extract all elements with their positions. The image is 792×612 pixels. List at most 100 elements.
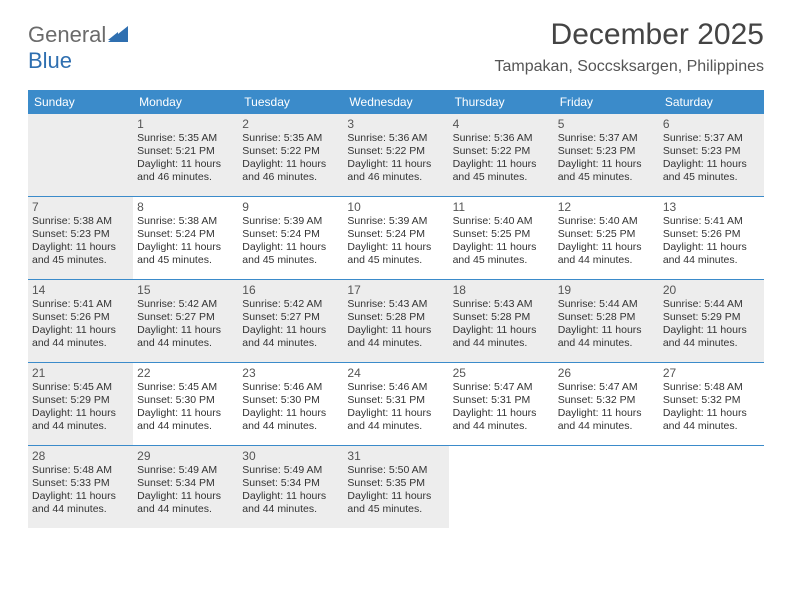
daylight1-text: Daylight: 11 hours bbox=[347, 241, 444, 254]
day-info: Sunrise: 5:39 AMSunset: 5:24 PMDaylight:… bbox=[347, 215, 444, 268]
sunrise-text: Sunrise: 5:38 AM bbox=[32, 215, 129, 228]
daylight1-text: Daylight: 11 hours bbox=[453, 241, 550, 254]
sunset-text: Sunset: 5:22 PM bbox=[242, 145, 339, 158]
daylight1-text: Daylight: 11 hours bbox=[347, 324, 444, 337]
day-number: 7 bbox=[32, 200, 129, 214]
day-number: 2 bbox=[242, 117, 339, 131]
day-info: Sunrise: 5:41 AMSunset: 5:26 PMDaylight:… bbox=[32, 298, 129, 351]
day-info: Sunrise: 5:39 AMSunset: 5:24 PMDaylight:… bbox=[242, 215, 339, 268]
title-block: December 2025 Tampakan, Soccsksargen, Ph… bbox=[495, 18, 764, 76]
daylight1-text: Daylight: 11 hours bbox=[242, 490, 339, 503]
day-cell: 21Sunrise: 5:45 AMSunset: 5:29 PMDayligh… bbox=[28, 363, 133, 445]
sunset-text: Sunset: 5:23 PM bbox=[663, 145, 760, 158]
daylight2-text: and 45 minutes. bbox=[242, 254, 339, 267]
day-number: 28 bbox=[32, 449, 129, 463]
sunrise-text: Sunrise: 5:41 AM bbox=[32, 298, 129, 311]
day-number: 16 bbox=[242, 283, 339, 297]
sunset-text: Sunset: 5:23 PM bbox=[32, 228, 129, 241]
day-cell bbox=[28, 114, 133, 196]
sunset-text: Sunset: 5:32 PM bbox=[663, 394, 760, 407]
day-number: 15 bbox=[137, 283, 234, 297]
sunset-text: Sunset: 5:24 PM bbox=[347, 228, 444, 241]
sunrise-text: Sunrise: 5:42 AM bbox=[137, 298, 234, 311]
daylight2-text: and 46 minutes. bbox=[137, 171, 234, 184]
day-number: 5 bbox=[558, 117, 655, 131]
daylight1-text: Daylight: 11 hours bbox=[663, 241, 760, 254]
daylight2-text: and 44 minutes. bbox=[347, 420, 444, 433]
day-header-saturday: Saturday bbox=[659, 90, 764, 114]
calendar-grid: Sunday Monday Tuesday Wednesday Thursday… bbox=[28, 90, 764, 528]
sunset-text: Sunset: 5:25 PM bbox=[558, 228, 655, 241]
daylight1-text: Daylight: 11 hours bbox=[137, 490, 234, 503]
day-info: Sunrise: 5:45 AMSunset: 5:30 PMDaylight:… bbox=[137, 381, 234, 434]
sunset-text: Sunset: 5:26 PM bbox=[663, 228, 760, 241]
sunrise-text: Sunrise: 5:45 AM bbox=[137, 381, 234, 394]
sunrise-text: Sunrise: 5:35 AM bbox=[137, 132, 234, 145]
sunrise-text: Sunrise: 5:45 AM bbox=[32, 381, 129, 394]
day-cell: 17Sunrise: 5:43 AMSunset: 5:28 PMDayligh… bbox=[343, 280, 448, 362]
logo-text: General Blue bbox=[28, 22, 128, 74]
daylight2-text: and 44 minutes. bbox=[558, 337, 655, 350]
day-info: Sunrise: 5:47 AMSunset: 5:31 PMDaylight:… bbox=[453, 381, 550, 434]
day-info: Sunrise: 5:50 AMSunset: 5:35 PMDaylight:… bbox=[347, 464, 444, 517]
daylight1-text: Daylight: 11 hours bbox=[663, 407, 760, 420]
sunset-text: Sunset: 5:33 PM bbox=[32, 477, 129, 490]
day-number: 21 bbox=[32, 366, 129, 380]
daylight1-text: Daylight: 11 hours bbox=[137, 324, 234, 337]
day-number: 19 bbox=[558, 283, 655, 297]
sunrise-text: Sunrise: 5:48 AM bbox=[663, 381, 760, 394]
day-number: 12 bbox=[558, 200, 655, 214]
daylight2-text: and 45 minutes. bbox=[32, 254, 129, 267]
day-number: 17 bbox=[347, 283, 444, 297]
daylight1-text: Daylight: 11 hours bbox=[32, 324, 129, 337]
sunrise-text: Sunrise: 5:36 AM bbox=[347, 132, 444, 145]
day-info: Sunrise: 5:38 AMSunset: 5:23 PMDaylight:… bbox=[32, 215, 129, 268]
daylight2-text: and 44 minutes. bbox=[663, 254, 760, 267]
day-cell: 22Sunrise: 5:45 AMSunset: 5:30 PMDayligh… bbox=[133, 363, 238, 445]
sunset-text: Sunset: 5:24 PM bbox=[242, 228, 339, 241]
month-title: December 2025 bbox=[495, 18, 764, 52]
calendar-page: General Blue December 2025 Tampakan, Soc… bbox=[0, 0, 792, 538]
day-number: 30 bbox=[242, 449, 339, 463]
day-number: 24 bbox=[347, 366, 444, 380]
day-cell: 31Sunrise: 5:50 AMSunset: 5:35 PMDayligh… bbox=[343, 446, 448, 528]
sunset-text: Sunset: 5:31 PM bbox=[347, 394, 444, 407]
daylight1-text: Daylight: 11 hours bbox=[663, 158, 760, 171]
week-row: 21Sunrise: 5:45 AMSunset: 5:29 PMDayligh… bbox=[28, 363, 764, 446]
daylight1-text: Daylight: 11 hours bbox=[242, 158, 339, 171]
day-number: 13 bbox=[663, 200, 760, 214]
day-header-wednesday: Wednesday bbox=[343, 90, 448, 114]
sunrise-text: Sunrise: 5:50 AM bbox=[347, 464, 444, 477]
day-info: Sunrise: 5:42 AMSunset: 5:27 PMDaylight:… bbox=[242, 298, 339, 351]
sunset-text: Sunset: 5:29 PM bbox=[663, 311, 760, 324]
sunrise-text: Sunrise: 5:49 AM bbox=[137, 464, 234, 477]
daylight1-text: Daylight: 11 hours bbox=[242, 241, 339, 254]
logo: General Blue bbox=[28, 18, 128, 74]
daylight1-text: Daylight: 11 hours bbox=[32, 407, 129, 420]
day-cell: 7Sunrise: 5:38 AMSunset: 5:23 PMDaylight… bbox=[28, 197, 133, 279]
day-cell bbox=[449, 446, 554, 528]
day-cell: 14Sunrise: 5:41 AMSunset: 5:26 PMDayligh… bbox=[28, 280, 133, 362]
day-cell: 4Sunrise: 5:36 AMSunset: 5:22 PMDaylight… bbox=[449, 114, 554, 196]
day-info: Sunrise: 5:37 AMSunset: 5:23 PMDaylight:… bbox=[663, 132, 760, 185]
day-header-tuesday: Tuesday bbox=[238, 90, 343, 114]
day-info: Sunrise: 5:47 AMSunset: 5:32 PMDaylight:… bbox=[558, 381, 655, 434]
day-number: 14 bbox=[32, 283, 129, 297]
day-cell: 24Sunrise: 5:46 AMSunset: 5:31 PMDayligh… bbox=[343, 363, 448, 445]
sunrise-text: Sunrise: 5:43 AM bbox=[453, 298, 550, 311]
week-row: 1Sunrise: 5:35 AMSunset: 5:21 PMDaylight… bbox=[28, 114, 764, 197]
sunrise-text: Sunrise: 5:46 AM bbox=[347, 381, 444, 394]
sunset-text: Sunset: 5:22 PM bbox=[453, 145, 550, 158]
daylight2-text: and 44 minutes. bbox=[558, 420, 655, 433]
daylight1-text: Daylight: 11 hours bbox=[32, 490, 129, 503]
day-header-friday: Friday bbox=[554, 90, 659, 114]
daylight2-text: and 44 minutes. bbox=[663, 420, 760, 433]
day-cell: 29Sunrise: 5:49 AMSunset: 5:34 PMDayligh… bbox=[133, 446, 238, 528]
day-info: Sunrise: 5:40 AMSunset: 5:25 PMDaylight:… bbox=[558, 215, 655, 268]
day-number: 25 bbox=[453, 366, 550, 380]
day-cell: 8Sunrise: 5:38 AMSunset: 5:24 PMDaylight… bbox=[133, 197, 238, 279]
daylight2-text: and 44 minutes. bbox=[32, 503, 129, 516]
day-header-thursday: Thursday bbox=[449, 90, 554, 114]
day-info: Sunrise: 5:48 AMSunset: 5:33 PMDaylight:… bbox=[32, 464, 129, 517]
sunrise-text: Sunrise: 5:49 AM bbox=[242, 464, 339, 477]
